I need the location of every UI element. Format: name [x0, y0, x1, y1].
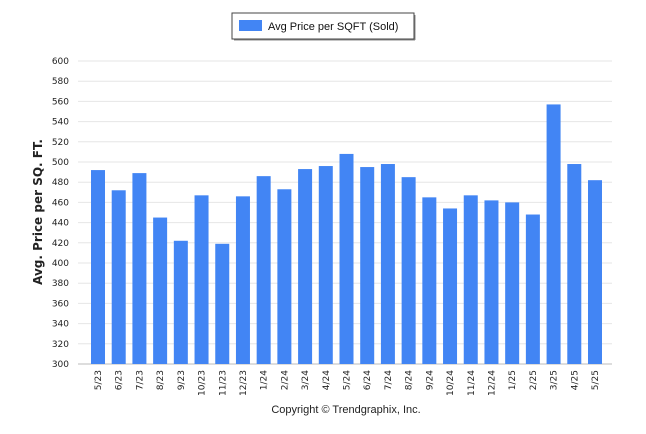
y-tick-label: 560 [52, 97, 69, 107]
x-tick-label: 2/25 [529, 370, 539, 390]
bar [256, 176, 271, 364]
bar [173, 240, 188, 364]
x-tick-label: 7/24 [384, 370, 394, 390]
x-tick-label: 8/24 [405, 370, 415, 390]
x-tick-label: 5/24 [343, 370, 353, 390]
y-tick-label: 300 [52, 360, 69, 370]
x-tick-label: 6/24 [363, 370, 373, 390]
bar [194, 195, 209, 364]
y-tick-label: 580 [52, 77, 69, 87]
bar [277, 189, 292, 364]
bars [91, 104, 602, 365]
bar [111, 190, 126, 364]
x-tick-label: 8/23 [156, 370, 166, 390]
bar [484, 200, 499, 364]
bar [401, 177, 416, 364]
bar [546, 104, 561, 365]
y-axis-label: Avg. Price per SQ. FT. [31, 139, 45, 285]
x-tick-label: 4/25 [570, 370, 580, 390]
y-tick-label: 360 [52, 299, 69, 309]
x-axis-ticks: 5/23 6/23 7/23 8/23 9/23 10/23 11/23 12/23 1/24 2… [94, 370, 601, 396]
legend-frame [231, 12, 415, 40]
bar [525, 214, 540, 364]
bar [380, 164, 395, 364]
y-tick-label: 600 [52, 57, 69, 67]
bar [132, 173, 147, 364]
bar [298, 169, 313, 364]
x-tick-label: 12/24 [487, 370, 497, 396]
x-tick-label: 1/24 [260, 370, 270, 390]
bar [339, 153, 354, 364]
bar [153, 217, 168, 364]
bar [567, 164, 582, 364]
x-tick-label: 9/24 [425, 370, 435, 390]
y-tick-label: 340 [52, 320, 69, 330]
y-tick-label: 440 [52, 219, 69, 229]
bar [91, 170, 105, 364]
x-tick-label: 11/23 [218, 370, 228, 396]
bar [318, 166, 333, 364]
legend: Avg Price per SQFT (Sold) [231, 12, 416, 41]
legend-swatch [239, 20, 262, 31]
bar [360, 167, 375, 364]
y-tick-label: 420 [52, 239, 69, 249]
x-tick-label: 4/24 [322, 370, 332, 390]
bar [505, 202, 520, 364]
copyright-footer: Copyright © Trendgraphix, Inc. [271, 404, 420, 416]
x-tick-label: 1/25 [508, 370, 518, 390]
x-tick-label: 10/24 [446, 370, 456, 396]
bar [443, 208, 458, 364]
x-tick-label: 12/23 [239, 370, 249, 396]
y-tick-label: 380 [52, 279, 69, 289]
y-axis-ticks: 300 320 340 360 380 400 420 440 460 480 500 520 540 5… [52, 57, 69, 370]
bar [215, 243, 230, 364]
x-tick-label: 9/23 [177, 370, 187, 390]
bar [463, 195, 478, 364]
x-tick-label: 3/24 [301, 370, 311, 390]
y-tick-label: 320 [52, 340, 69, 350]
bar [422, 197, 437, 364]
y-tick-label: 540 [52, 118, 69, 128]
x-tick-label: 7/23 [135, 370, 145, 390]
x-tick-label: 3/25 [550, 370, 560, 390]
x-tick-label: 5/23 [94, 370, 104, 390]
x-tick-label: 2/24 [280, 370, 290, 390]
bar [588, 180, 602, 364]
y-tick-label: 500 [52, 158, 69, 168]
x-tick-label: 6/23 [115, 370, 125, 390]
y-tick-label: 480 [52, 178, 69, 188]
y-tick-label: 400 [52, 259, 69, 269]
legend-label: Avg Price per SQFT (Sold) [268, 21, 398, 33]
y-tick-label: 520 [52, 138, 69, 148]
x-tick-label: 5/25 [591, 370, 601, 390]
bar [235, 196, 250, 364]
x-tick-label: 11/24 [467, 370, 477, 396]
y-tick-label: 460 [52, 198, 69, 208]
x-tick-label: 10/23 [198, 370, 208, 396]
